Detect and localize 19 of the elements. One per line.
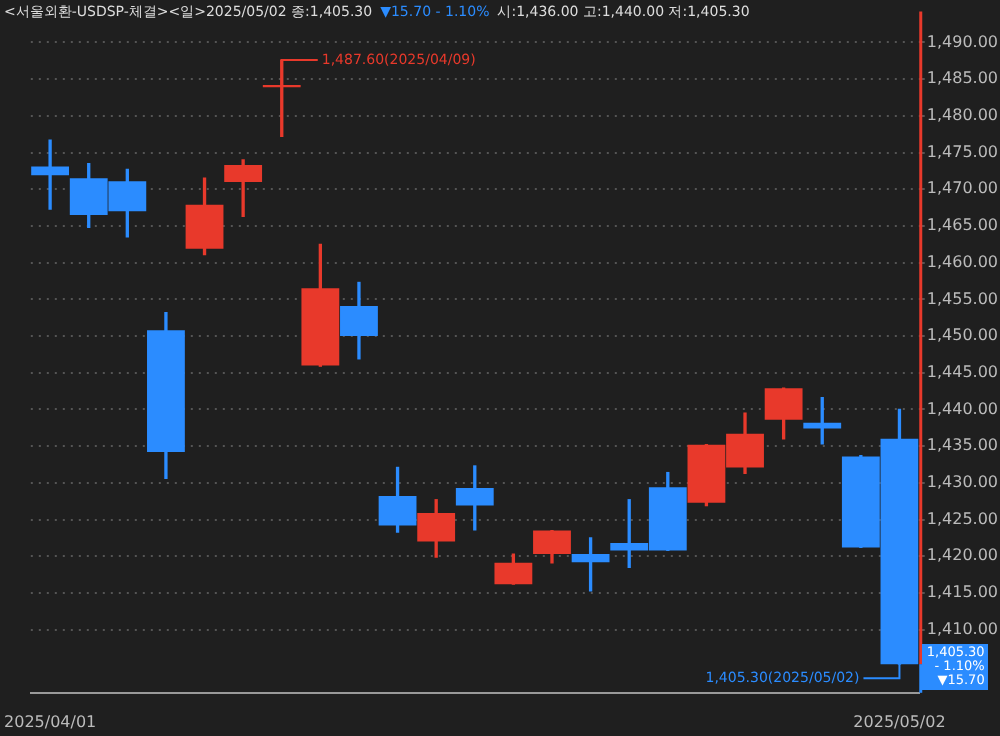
y-tick-label: 1,440.00 [926,399,998,418]
y-tick-label: 1,450.00 [926,326,998,345]
y-tick-label: 1,435.00 [926,436,998,455]
y-tick-label: 1,445.00 [926,362,998,381]
y-tick-label: 1,410.00 [926,619,998,638]
y-tick-label: 1,415.00 [926,583,998,602]
y-tick-label: 1,480.00 [926,105,998,124]
y-tick-label: 1,475.00 [926,142,998,161]
y-tick-label: 1,425.00 [926,509,998,528]
y-tick-label: 1,485.00 [926,69,998,88]
y-tick-label: 1,470.00 [926,179,998,198]
y-tick-label: 1,460.00 [926,252,998,271]
x-tick-label: 2025/05/02 [853,712,946,731]
y-tick-label: 1,420.00 [926,546,998,565]
y-tick-label: 1,465.00 [926,216,998,235]
y-tick-label: 1,490.00 [926,32,998,51]
y-tick-label: 1,430.00 [926,473,998,492]
x-tick-label: 2025/04/01 [4,712,97,731]
y-tick-label: 1,455.00 [926,289,998,308]
